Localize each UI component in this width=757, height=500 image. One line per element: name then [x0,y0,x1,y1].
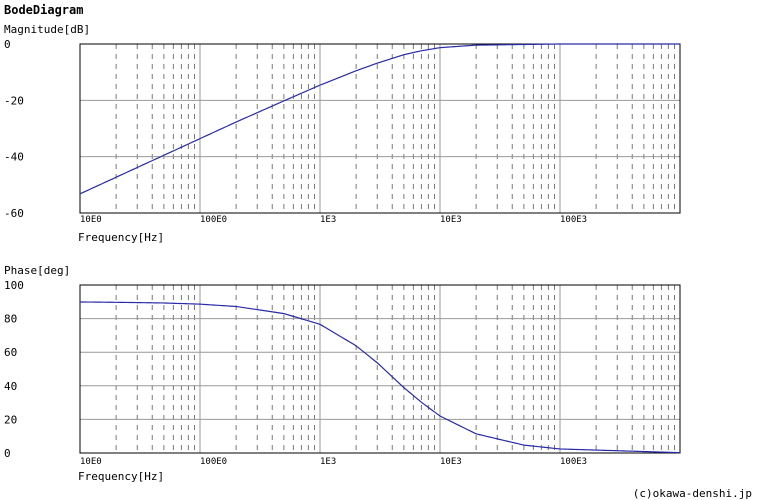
copyright-text: (c)okawa-denshi.jp [633,487,752,500]
x-axis-label: Frequency[Hz] [78,231,164,244]
y-tick-label: 0 [4,38,11,51]
x-tick-label: 10E0 [80,215,102,225]
x-tick-label: 1E3 [320,215,336,225]
phase-panel: Phase[deg] 0 20 40 60 80 100 10E0 100E0 1E3 10E3 10… [4,264,681,483]
y-tick-label: 100 [4,279,24,292]
y-tick-label: -20 [4,94,24,107]
x-tick-label: 100E3 [560,215,587,225]
magnitude-panel: Magnitude[dB] -60 -40 -20 0 10E0 100E0 1E3 10E3 1… [4,23,681,244]
y-tick-label: 20 [4,413,17,426]
x-tick-label: 10E3 [440,215,462,225]
x-tick-label: 100E3 [560,457,587,467]
x-tick-label: 100E0 [200,215,227,225]
x-tick-label: 1E3 [320,457,336,467]
x-axis-label: Frequency[Hz] [78,470,164,483]
y-tick-label: 60 [4,346,17,359]
x-tick-label: 10E3 [440,457,462,467]
y-tick-label: 40 [4,380,17,393]
magnitude-curve [79,43,680,195]
y-tick-label: 0 [4,447,11,460]
phase-curve [79,301,681,454]
x-tick-label: 100E0 [200,457,227,467]
chart-title: BodeDiagram [4,3,83,17]
plot-frame [79,43,681,214]
y-axis-label: Magnitude[dB] [4,23,90,36]
y-tick-label: -60 [4,207,24,220]
plot-frame [79,284,681,454]
y-axis-label: Phase[deg] [4,264,70,277]
x-tick-label: 10E0 [80,457,102,467]
y-tick-label: -40 [4,151,24,164]
y-tick-label: 80 [4,313,17,326]
